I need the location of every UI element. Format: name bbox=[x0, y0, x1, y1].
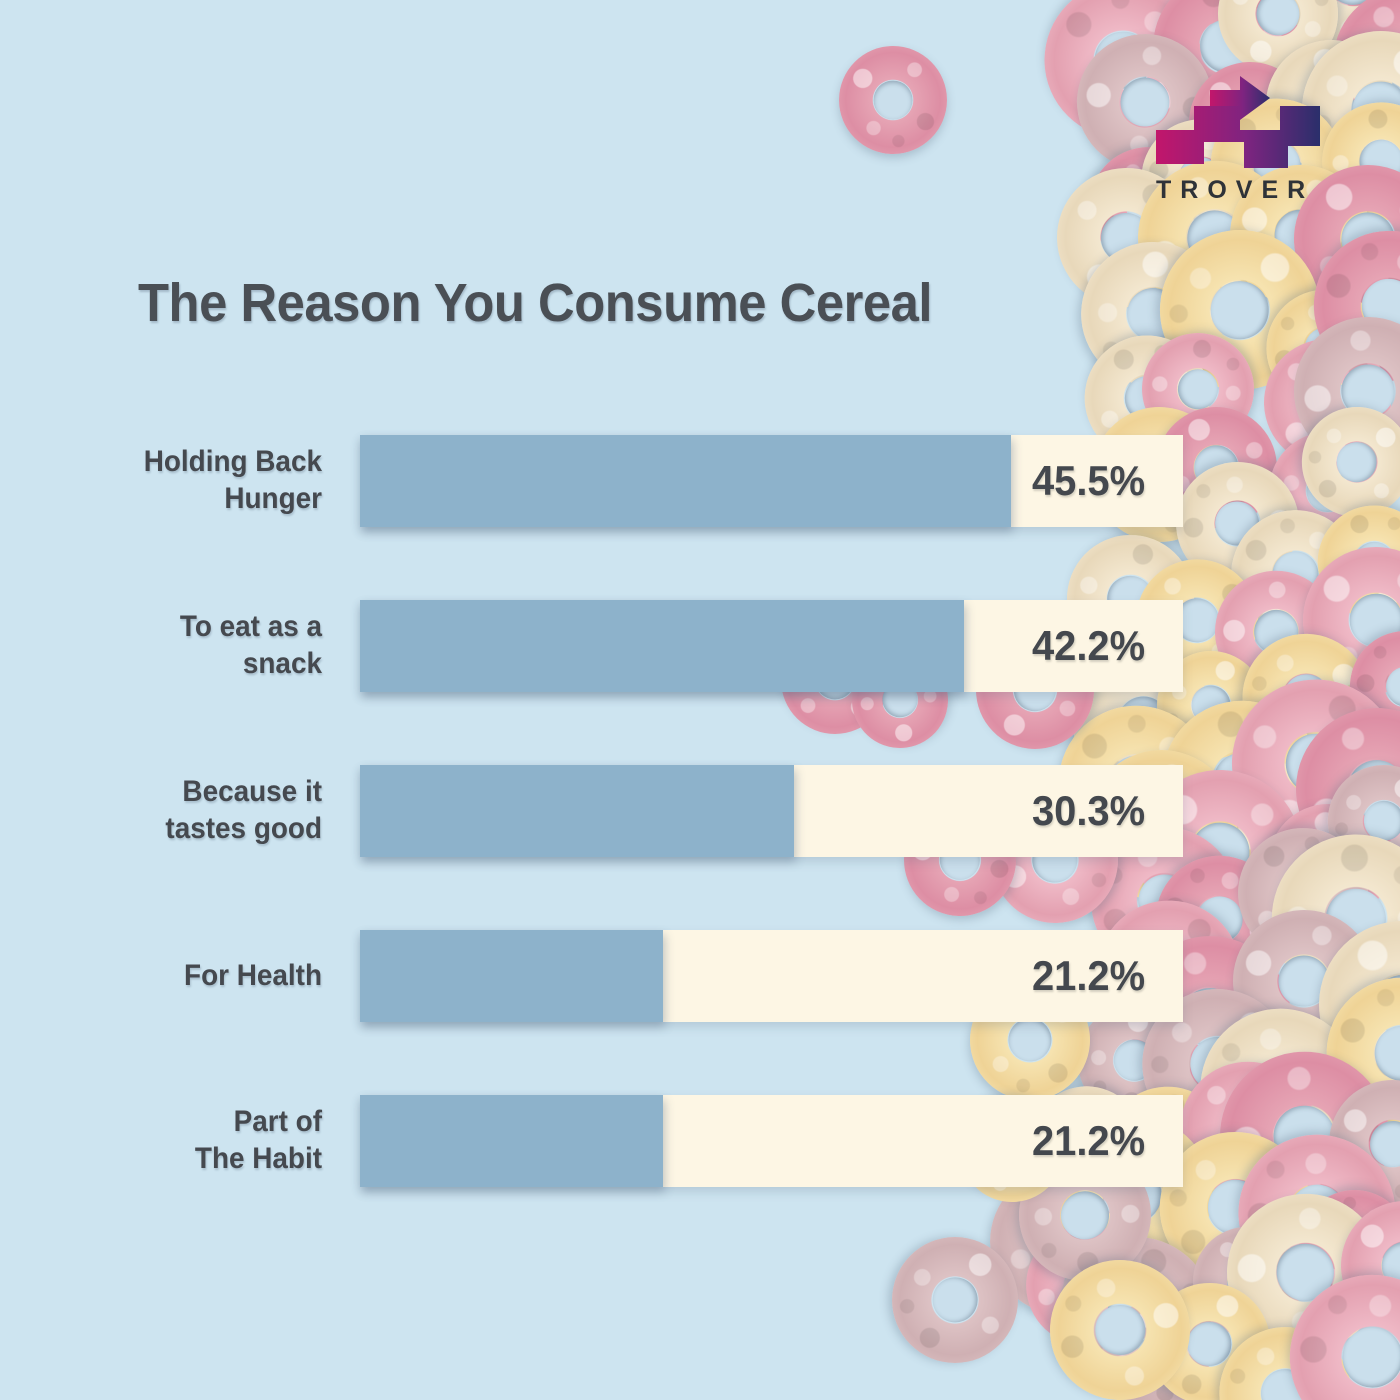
bar-fill bbox=[360, 765, 794, 857]
bar-track: 30.3% bbox=[360, 765, 1183, 857]
bar-category-label-line: Part of bbox=[233, 1105, 322, 1139]
page-title: The Reason You Consume Cereal bbox=[138, 273, 933, 333]
bar-row: For Health 21.2% bbox=[0, 930, 1400, 1022]
bar-category-label-line: tastes good bbox=[165, 812, 322, 845]
bar-value-label: 45.5% bbox=[1031, 457, 1145, 504]
brand-logo: TROVER bbox=[1148, 68, 1348, 218]
bar-value-label: 21.2% bbox=[1031, 1117, 1145, 1164]
bar-category-label: Because it tastes good bbox=[78, 765, 322, 857]
bar-row: Part of The Habit 21.2% bbox=[0, 1095, 1400, 1187]
zigzag-arrow-logo-icon bbox=[1156, 76, 1320, 168]
bar-value-label: 21.2% bbox=[1031, 952, 1145, 999]
bar-fill bbox=[360, 435, 1011, 527]
bar-track: 45.5% bbox=[360, 435, 1183, 527]
bar-category-label: For Health bbox=[78, 930, 322, 1022]
bar-category-label-line: Holding Back bbox=[143, 445, 322, 479]
bar-track: 21.2% bbox=[360, 1095, 1183, 1187]
bar-category-label-line: snack bbox=[242, 647, 322, 680]
cereal-ring bbox=[839, 46, 947, 154]
bar-fill bbox=[360, 1095, 663, 1187]
bar-row: Because it tastes good 30.3% bbox=[0, 765, 1400, 857]
bar-category-label: To eat as a snack bbox=[78, 600, 322, 692]
bar-value-label: 30.3% bbox=[1031, 787, 1145, 834]
bar-row: To eat as a snack 42.2% bbox=[0, 600, 1400, 692]
bar-track: 42.2% bbox=[360, 600, 1183, 692]
bar-category-label-line: To eat as a bbox=[179, 610, 322, 644]
bar-category-label-line: Hunger bbox=[224, 482, 322, 515]
bar-fill bbox=[360, 600, 964, 692]
bar-value-label: 42.2% bbox=[1031, 622, 1145, 669]
bar-track: 21.2% bbox=[360, 930, 1183, 1022]
brand-name: TROVER bbox=[1156, 176, 1315, 204]
bar-category-label: Holding Back Hunger bbox=[78, 435, 322, 527]
bar-category-label: Part of The Habit bbox=[78, 1095, 322, 1187]
bar-category-label-line: Because it bbox=[182, 775, 322, 809]
bar-row: Holding Back Hunger 45.5% bbox=[0, 435, 1400, 527]
bar-category-label-line: The Habit bbox=[194, 1142, 322, 1175]
bar-fill bbox=[360, 930, 663, 1022]
bar-category-label-line: For Health bbox=[184, 958, 322, 992]
